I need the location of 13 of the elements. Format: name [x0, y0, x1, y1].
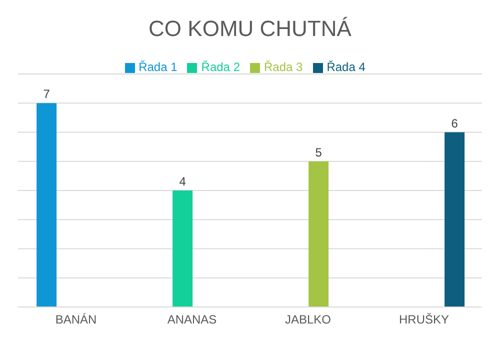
- x-tick-label: HRUŠKY: [398, 312, 450, 327]
- legend-label: Řada 4: [326, 60, 366, 74]
- data-label: 7: [43, 87, 50, 102]
- legend-label: Řada 3: [264, 60, 303, 74]
- chart-title: CO KOMU CHUTNÁ: [148, 15, 352, 43]
- data-label: 6: [451, 116, 458, 130]
- legend-label: Řada 1: [138, 60, 178, 74]
- data-label: 4: [179, 174, 186, 188]
- data-label: 5: [315, 145, 322, 160]
- x-tick-label: BANÁN: [55, 312, 97, 327]
- legend-label: Řada 2: [201, 60, 240, 74]
- x-tick-label: ANANAS: [167, 312, 217, 327]
- x-tick-label: JABLKO: [284, 312, 332, 327]
